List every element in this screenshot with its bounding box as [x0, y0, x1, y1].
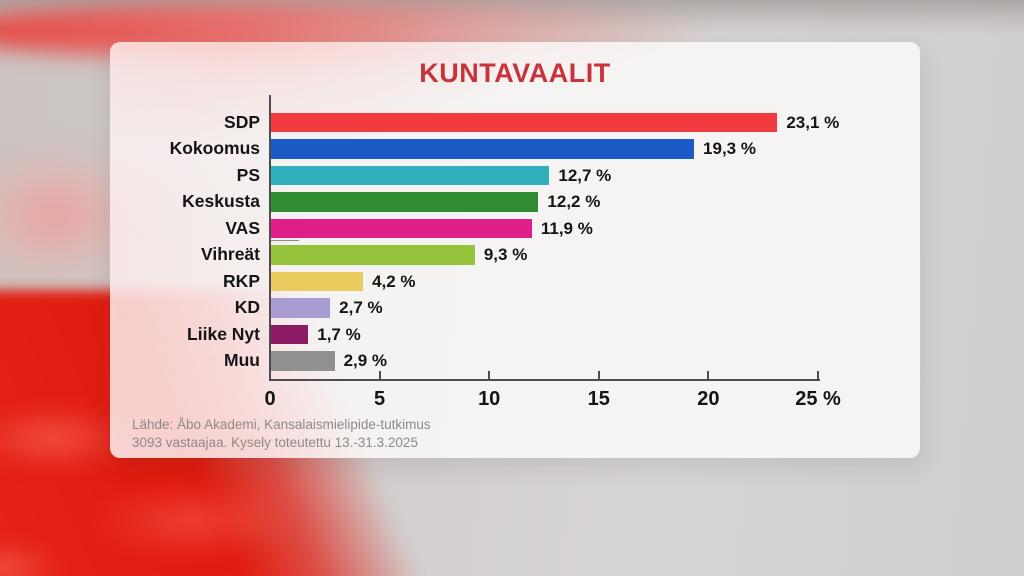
bar-label: SDP — [224, 111, 260, 132]
bar — [271, 139, 695, 159]
chart-title: KUNTAVAALIT — [419, 58, 611, 88]
bar-label: Kokoomus — [169, 138, 260, 159]
bar-label: Vihreät — [200, 244, 260, 265]
bar — [271, 192, 539, 212]
bar — [271, 271, 364, 292]
x-axis-tick — [707, 371, 710, 379]
source-note: Lähde: Åbo Akademi, Kansalaismielipide-t… — [132, 416, 431, 451]
bar — [271, 112, 778, 132]
bar-value: 23,1 % — [786, 112, 840, 132]
x-axis-tick-label: 25 % — [795, 388, 841, 410]
bar-value: 4,2 % — [372, 271, 416, 291]
source-line-2: 3093 vastaajaa. Kysely toteutettu 13.-31… — [132, 434, 418, 450]
bar — [271, 245, 475, 265]
bar-value: 12,2 % — [547, 192, 601, 212]
bar-label: VAS — [225, 217, 260, 238]
source-line-1: Lähde: Åbo Akademi, Kansalaismielipide-t… — [132, 417, 431, 432]
backdrop-top-shadow — [0, 0, 1024, 34]
bar-label: KD — [234, 297, 260, 318]
x-axis-line — [269, 379, 820, 381]
chart-panel: KUNTAVAALIT SDP 23,1 % Kokoomus 19,3 % PS 12,… — [110, 42, 920, 458]
x-axis-tick-label: 10 — [478, 388, 501, 410]
bar — [271, 298, 331, 318]
y-axis-line — [269, 95, 271, 381]
bar-value: 19,3 % — [703, 139, 756, 159]
bar-label: PS — [236, 164, 260, 185]
bar-value: 2,7 % — [339, 298, 383, 318]
bar-chart: SDP 23,1 % Kokoomus 19,3 % PS 12,7 % Keskusta 1… — [110, 42, 920, 458]
x-axis-tick-label: 15 — [587, 388, 610, 410]
x-axis-tick — [378, 371, 381, 379]
x-axis-tick-label: 20 — [697, 388, 720, 410]
x-axis-tick-label: 0 — [264, 388, 276, 410]
x-axis-tick — [817, 371, 819, 379]
bar — [271, 165, 550, 186]
bar-value: 12,7 % — [558, 165, 612, 185]
bar — [271, 324, 309, 345]
bar-value: 9,3 % — [483, 245, 528, 265]
bar-value: 1,7 % — [317, 324, 361, 344]
stray-tick-mark — [271, 240, 299, 241]
bar — [271, 218, 532, 239]
bar-label: Muu — [224, 350, 260, 371]
bar-label: RKP — [223, 270, 260, 291]
x-axis-tick — [488, 371, 491, 379]
bar-value: 2,9 % — [343, 351, 388, 371]
x-axis-tick — [597, 371, 600, 379]
bar-label: Liike Nyt — [187, 323, 260, 344]
x-axis-tick-label: 5 — [374, 388, 386, 410]
bar-label: Keskusta — [182, 191, 260, 212]
bar-value: 11,9 % — [540, 218, 593, 238]
bar — [271, 351, 335, 371]
